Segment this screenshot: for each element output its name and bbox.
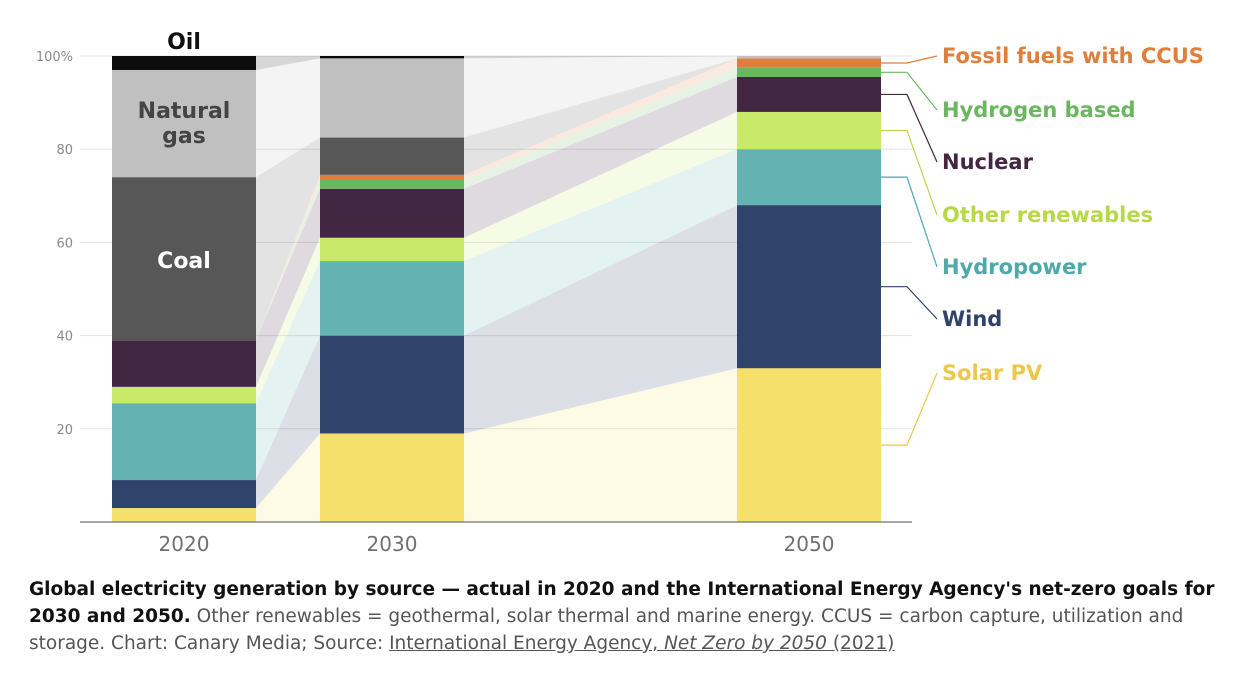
legend-hydrogen-based: Hydrogen based xyxy=(942,98,1136,122)
source-link[interactable]: International Energy Agency, Net Zero by… xyxy=(389,633,894,654)
band-fossil-fuels-with-ccus xyxy=(256,174,320,341)
band-oil xyxy=(256,56,320,70)
label-oil: Oil xyxy=(167,30,201,55)
bar-nuclear-2050 xyxy=(737,76,881,112)
band-natural-gas xyxy=(256,58,320,178)
legend-solar-pv: Solar PV xyxy=(942,361,1043,385)
band-solar-pv xyxy=(256,433,320,522)
band-hydrogen-based xyxy=(256,179,320,341)
bar-natural-gas-2020 xyxy=(112,69,256,178)
y-tick-label: 80 xyxy=(56,143,73,158)
source-link-text: International Energy Agency, xyxy=(389,633,665,654)
x-tick-label: 2030 xyxy=(367,532,418,556)
bar-fossil-fuels-with-ccus-2030 xyxy=(320,174,464,180)
caption-text: Other renewables = geothermal, solar the… xyxy=(29,606,1184,654)
band-coal xyxy=(256,137,320,341)
bar-nuclear-2030 xyxy=(320,188,464,238)
bar-hydropower-2020 xyxy=(112,403,256,481)
bar-hydropower-2050 xyxy=(737,149,881,206)
bar-hydrogen-based-2050 xyxy=(737,67,881,77)
legend-hydropower: Hydropower xyxy=(942,255,1087,279)
band-other-renewables xyxy=(256,237,320,404)
bar-oil-2030 xyxy=(320,56,464,59)
caption-title: Global electricity generation by source … xyxy=(29,579,1215,627)
bar-other-renewables-2020 xyxy=(112,386,256,404)
band-natural-gas xyxy=(464,56,737,138)
band-hydrogen-based xyxy=(464,67,737,189)
bar-coal-2020 xyxy=(112,177,256,341)
source-link-title: Net Zero by 2050 xyxy=(664,633,827,654)
legend: Fossil fuels with CCUS Hydrogen based Nucl… xyxy=(881,44,1204,446)
band-hydropower xyxy=(464,149,737,336)
leader-line-nuclear xyxy=(881,93,938,163)
label-coal: Coal xyxy=(157,249,211,274)
bar-wind-2030 xyxy=(320,335,464,434)
x-tick-label: 2050 xyxy=(784,532,835,556)
leader-line-fossil-fuels-with-ccus xyxy=(881,55,938,64)
bar-hydropower-2030 xyxy=(320,261,464,336)
bar-hydrogen-based-2030 xyxy=(320,179,464,189)
band-solar-pv xyxy=(464,368,737,522)
x-tick-label: 2020 xyxy=(159,532,210,556)
bar-natural-gas-2030 xyxy=(320,58,464,138)
legend-nuclear: Nuclear xyxy=(942,150,1034,174)
source-link-year: (2021) xyxy=(826,633,895,654)
bar-nuclear-2020 xyxy=(112,340,256,387)
band-hydropower xyxy=(256,261,320,481)
y-tick-label: 100% xyxy=(36,50,73,65)
leader-line-hydrogen-based xyxy=(881,71,938,111)
legend-other-renewables: Other renewables xyxy=(942,203,1153,227)
y-tick-label: 60 xyxy=(56,236,73,251)
bar-wind-2050 xyxy=(737,205,881,369)
leader-line-hydropower xyxy=(881,176,938,268)
bar-wind-2020 xyxy=(112,480,256,509)
leader-line-wind xyxy=(881,286,938,320)
bar-natural-gas-2050 xyxy=(737,56,881,59)
band-coal xyxy=(464,58,737,175)
y-tick-label: 40 xyxy=(56,330,73,345)
bar-oil-2020 xyxy=(112,56,256,70)
label-gas: gas xyxy=(162,124,206,149)
bar-solar-pv-2030 xyxy=(320,433,464,522)
leader-line-other-renewables xyxy=(881,129,938,216)
band-wind xyxy=(256,335,320,509)
bar-solar-pv-2050 xyxy=(737,368,881,522)
bar-coal-2030 xyxy=(320,137,464,175)
band-nuclear xyxy=(256,188,320,387)
band-oil xyxy=(464,56,737,59)
leader-line-solar-pv xyxy=(881,372,938,446)
bar-other-renewables-2050 xyxy=(737,111,881,150)
legend-fossil-fuels-with-ccus: Fossil fuels with CCUS xyxy=(942,44,1204,68)
band-other-renewables xyxy=(464,111,737,262)
bar-other-renewables-2030 xyxy=(320,237,464,262)
label-natural: Natural xyxy=(138,99,231,124)
connector-bands xyxy=(256,56,737,522)
bar-fossil-fuels-with-ccus-2050 xyxy=(737,58,881,68)
band-wind xyxy=(464,205,737,434)
legend-wind: Wind xyxy=(942,307,1002,331)
chart-caption: Global electricity generation by source … xyxy=(29,576,1219,657)
bars xyxy=(112,56,881,522)
band-fossil-fuels-with-ccus xyxy=(464,58,737,180)
bar-solar-pv-2020 xyxy=(112,508,256,522)
y-tick-label: 20 xyxy=(56,423,73,438)
band-nuclear xyxy=(464,76,737,238)
